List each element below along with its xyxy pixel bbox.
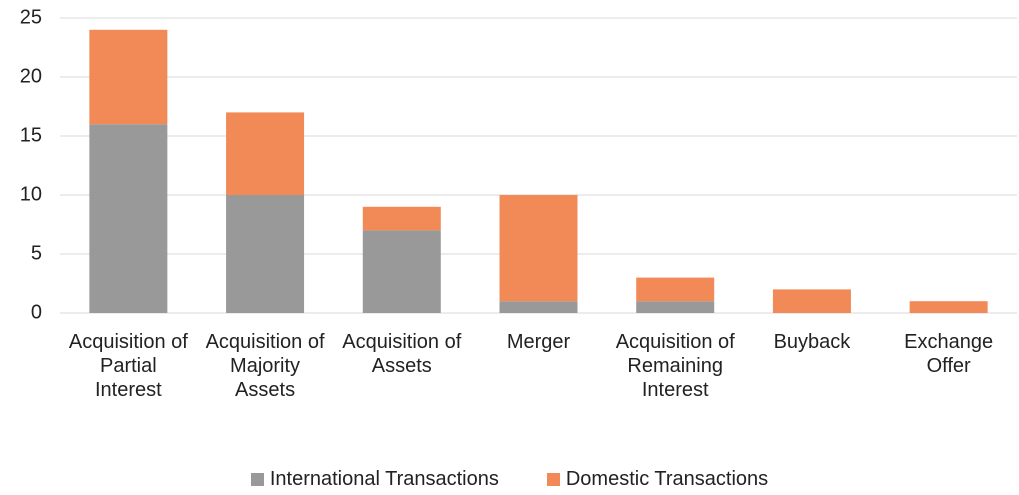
bar-segment xyxy=(89,29,168,125)
y-tick-label: 20 xyxy=(20,65,42,87)
bar-segment xyxy=(362,206,441,231)
bar-segment xyxy=(636,277,715,302)
y-tick-label: 5 xyxy=(31,242,42,264)
bar-segment xyxy=(226,195,305,313)
legend-swatch xyxy=(546,473,560,486)
bar-segment xyxy=(89,124,168,313)
legend-item: Domestic Transactions xyxy=(546,468,769,491)
y-tick-label: 25 xyxy=(20,6,42,28)
bar-segment xyxy=(362,230,441,313)
x-tick-label: Merger xyxy=(506,331,571,353)
bar-segment xyxy=(226,112,305,195)
x-tick-label: Acquisition of Majority Assets xyxy=(205,331,325,401)
y-tick-label: 10 xyxy=(20,183,42,205)
legend-label: International Transactions xyxy=(269,468,499,490)
y-tick-label: 0 xyxy=(31,301,42,323)
x-tick-label: Acquisition of Partial Interest xyxy=(68,331,188,401)
x-tick-label: Buyback xyxy=(773,331,851,353)
legend: International Transactions Domestic Trans… xyxy=(0,468,1019,491)
bar-segment xyxy=(909,301,988,313)
legend-swatch xyxy=(250,473,264,486)
y-tick-label: 15 xyxy=(20,124,42,146)
bar-segment xyxy=(636,301,715,313)
legend-label: Domestic Transactions xyxy=(565,468,769,490)
bar-segment xyxy=(499,301,578,313)
x-tick-label: Acquisition of Assets xyxy=(342,331,462,377)
x-tick-label: Acquisition of Remaining Interest xyxy=(615,331,735,401)
bar-segment xyxy=(499,195,578,302)
legend-item: International Transactions xyxy=(250,468,499,491)
x-tick-label: Exchange Offer xyxy=(904,331,994,377)
bar-segment xyxy=(772,289,851,313)
